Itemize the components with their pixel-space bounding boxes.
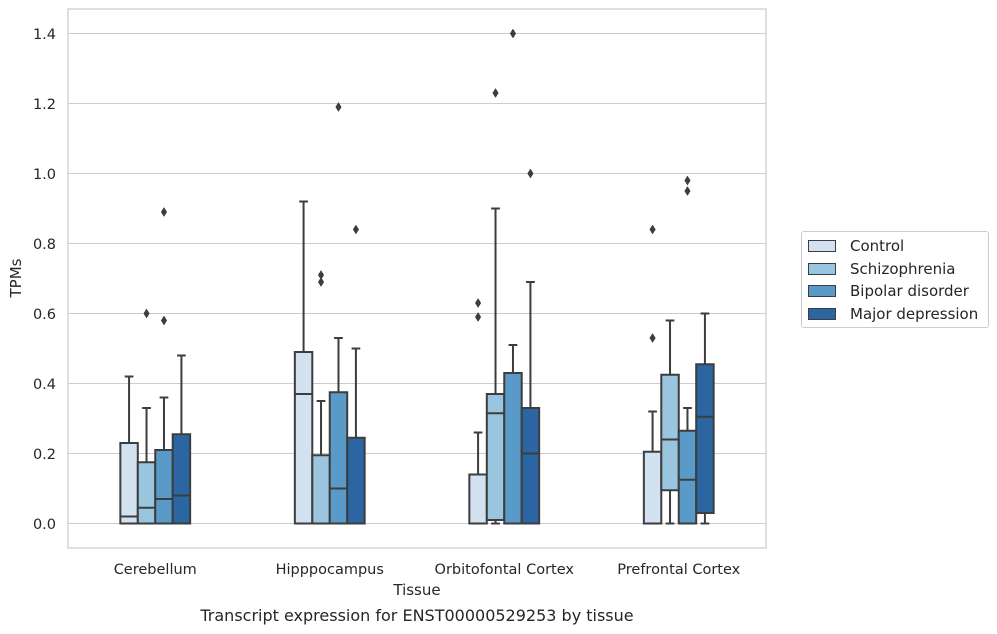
- x-tick-label: Hipppocampus: [276, 562, 384, 578]
- legend-label: Control: [850, 237, 905, 256]
- outlier-point: [474, 312, 482, 322]
- box-body: [695, 363, 715, 514]
- outlier-point: [474, 298, 482, 308]
- box-body: [660, 373, 680, 492]
- outlier-point: [160, 207, 168, 217]
- x-tick-labels: Cerebellum Hipppocampus Orbitofontal Corte…: [114, 562, 741, 578]
- box-body: [136, 461, 157, 525]
- box-schizophrenia: [136, 308, 157, 525]
- legend-item: Schizophrenia: [802, 258, 988, 281]
- legend-item: Major depression: [802, 303, 988, 326]
- chart-caption: Transcript expression for ENST0000052925…: [200, 606, 634, 625]
- x-tick-label: Cerebellum: [114, 562, 197, 578]
- box-major-depression: [346, 224, 366, 525]
- legend-item: Bipolar disorder: [802, 280, 988, 303]
- plot-area-frame: [67, 8, 767, 549]
- y-axis-label: TPMs: [7, 258, 25, 298]
- box-schizophrenia: [311, 270, 331, 525]
- outlier-point: [160, 315, 168, 326]
- x-axis-label: Tissue: [392, 581, 440, 599]
- legend-swatch: [808, 262, 836, 275]
- y-tick-labels: 0.0 0.2 0.4 0.6 0.8 1.0 1.2 1.4: [33, 27, 56, 533]
- box-body: [677, 429, 698, 525]
- outlier-point: [649, 333, 656, 343]
- y-tick-label: 0.6: [33, 307, 56, 323]
- box-major-depression: [171, 354, 192, 525]
- legend-label: Schizophrenia: [850, 259, 956, 278]
- box-control: [468, 298, 488, 525]
- legend-swatch: [808, 285, 836, 298]
- legend: Control Schizophrenia Bipolar disorder Majo…: [801, 231, 989, 328]
- box-control: [119, 375, 139, 525]
- box-body: [171, 433, 192, 525]
- outlier-point: [684, 186, 691, 196]
- box-body: [293, 351, 314, 525]
- y-tick-label: 0.4: [33, 377, 56, 393]
- box-major-depression: [520, 168, 541, 525]
- y-tick-label: 0.8: [33, 237, 56, 253]
- y-tick-label: 0.0: [33, 517, 56, 533]
- box-schizophrenia: [660, 319, 680, 525]
- box-major-depression: [695, 312, 715, 525]
- box-body: [468, 473, 488, 525]
- box-body: [154, 449, 174, 525]
- outlier-point: [509, 28, 517, 39]
- x-tick-label: Prefrontal Cortex: [617, 562, 740, 578]
- box-layer: [119, 28, 715, 525]
- y-tick-label: 1.4: [33, 27, 56, 43]
- box-body: [346, 436, 366, 525]
- outlier-point: [335, 102, 342, 112]
- box-body: [119, 442, 139, 525]
- x-tick-label: Orbitofontal Cortex: [435, 562, 575, 578]
- legend-label: Bipolar disorder: [850, 282, 969, 301]
- outlier-point: [684, 175, 691, 186]
- box-body: [520, 407, 541, 525]
- y-tick-label: 1.0: [33, 167, 56, 183]
- box-body: [503, 372, 523, 525]
- outlier-point: [352, 224, 360, 235]
- outlier-point: [143, 308, 150, 319]
- box-bipolar-disorder: [154, 207, 174, 525]
- y-tick-label: 1.2: [33, 97, 56, 113]
- box-bipolar-disorder: [677, 175, 698, 525]
- box-control: [293, 200, 314, 525]
- outlier-point: [492, 88, 499, 98]
- legend-swatch: [808, 240, 836, 253]
- outlier-point: [317, 270, 325, 280]
- box-schizophrenia: [485, 88, 506, 525]
- y-tick-label: 0.2: [33, 447, 56, 463]
- box-body: [328, 391, 349, 525]
- legend-swatch: [808, 307, 836, 320]
- outlier-point: [649, 224, 656, 235]
- outlier-point: [527, 168, 534, 179]
- box-body: [642, 450, 663, 525]
- outlier-point: [317, 277, 325, 287]
- box-body: [311, 454, 331, 525]
- legend-item: Control: [802, 235, 988, 258]
- box-control: [642, 224, 663, 525]
- legend-label: Major depression: [850, 304, 979, 323]
